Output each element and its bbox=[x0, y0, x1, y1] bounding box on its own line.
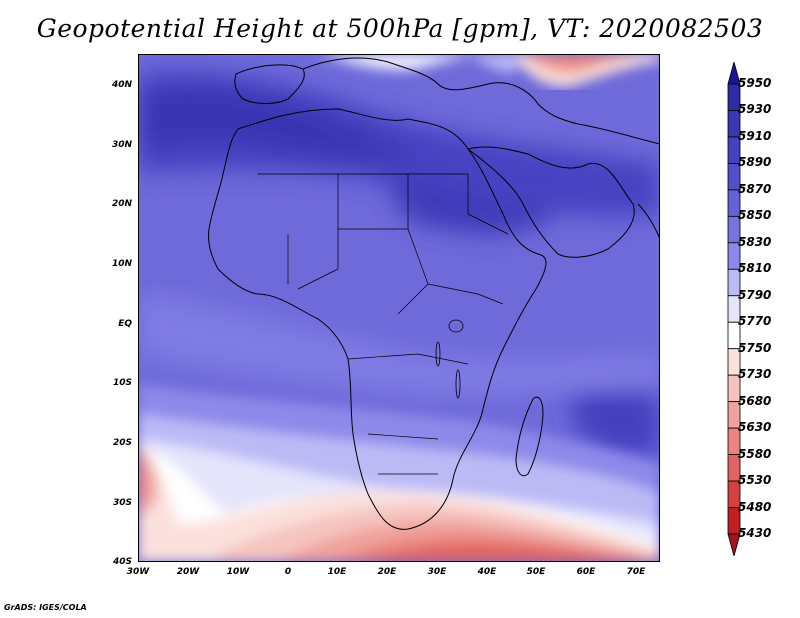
legend-bottom-triangle bbox=[727, 533, 741, 556]
field-tropical-band bbox=[138, 294, 660, 396]
legend-level-label: 5850 bbox=[738, 208, 772, 223]
legend-level-label: 5580 bbox=[738, 446, 772, 461]
legend-level-label: 5890 bbox=[738, 155, 772, 170]
legend-level-label: 5930 bbox=[738, 102, 772, 117]
map-frame bbox=[138, 54, 660, 562]
lon-label-50e: 50E bbox=[526, 567, 546, 577]
legend-level-label: 5530 bbox=[738, 473, 772, 488]
lat-label-30n: 30N bbox=[111, 140, 132, 150]
madagascar-coastline bbox=[515, 396, 544, 477]
india-coastline bbox=[637, 203, 660, 240]
africa-coastline bbox=[207, 108, 547, 530]
legend-level-label: 5680 bbox=[738, 393, 772, 408]
map-title: Geopotential Height at 500hPa [gpm], VT:… bbox=[36, 14, 764, 43]
iberia-coastline bbox=[234, 64, 305, 104]
credit-text: GrADS: IGES/COLA bbox=[4, 603, 87, 612]
coastlines bbox=[207, 57, 660, 530]
legend-level-label: 5910 bbox=[738, 128, 772, 143]
lon-label-30e: 30E bbox=[427, 567, 447, 577]
lat-label-20n: 20N bbox=[111, 199, 132, 209]
lat-label-20s: 20S bbox=[112, 438, 132, 448]
field-north-low bbox=[318, 54, 660, 87]
color-legend bbox=[727, 62, 741, 556]
lat-label-30s: 30S bbox=[112, 498, 132, 508]
lat-label-10s: 10S bbox=[112, 378, 132, 388]
lat-label-eq: EQ bbox=[118, 319, 132, 329]
legend-level-label: 5750 bbox=[738, 340, 772, 355]
lon-label-40e: 40E bbox=[477, 567, 497, 577]
lon-label-10e: 10E bbox=[327, 567, 347, 577]
legend-level-label: 5810 bbox=[738, 261, 772, 276]
lon-label-20w: 20W bbox=[176, 567, 200, 577]
legend-level-label: 5430 bbox=[738, 526, 772, 540]
lon-label-30w: 30W bbox=[126, 567, 150, 577]
lon-label-0: 0 bbox=[284, 567, 292, 577]
europe-coastline bbox=[302, 57, 660, 145]
legend-level-label: 5630 bbox=[738, 420, 772, 435]
field-southern-bands bbox=[138, 384, 660, 562]
lakes bbox=[435, 319, 464, 399]
lat-label-40s: 40S bbox=[112, 557, 132, 567]
arabia-coastline bbox=[466, 146, 635, 258]
lat-label-10n: 10N bbox=[111, 259, 132, 269]
legend-level-label: 5790 bbox=[738, 287, 772, 302]
country-borders bbox=[258, 173, 509, 475]
lon-label-70e: 70E bbox=[626, 567, 646, 577]
lon-label-60e: 60E bbox=[576, 567, 596, 577]
lon-label-10w: 10W bbox=[226, 567, 250, 577]
legend-level-label: 5770 bbox=[738, 314, 772, 329]
lat-label-40n: 40N bbox=[111, 80, 132, 90]
legend-level-label: 5950 bbox=[738, 76, 772, 90]
legend-level-label: 5830 bbox=[738, 234, 772, 249]
legend-level-label: 5870 bbox=[738, 181, 772, 196]
legend-level-label: 5480 bbox=[738, 499, 772, 514]
lon-label-20e: 20E bbox=[377, 567, 397, 577]
geopotential-height-map[interactable] bbox=[138, 54, 660, 562]
field-high-band bbox=[138, 70, 660, 456]
legend-level-label: 5730 bbox=[738, 367, 772, 382]
